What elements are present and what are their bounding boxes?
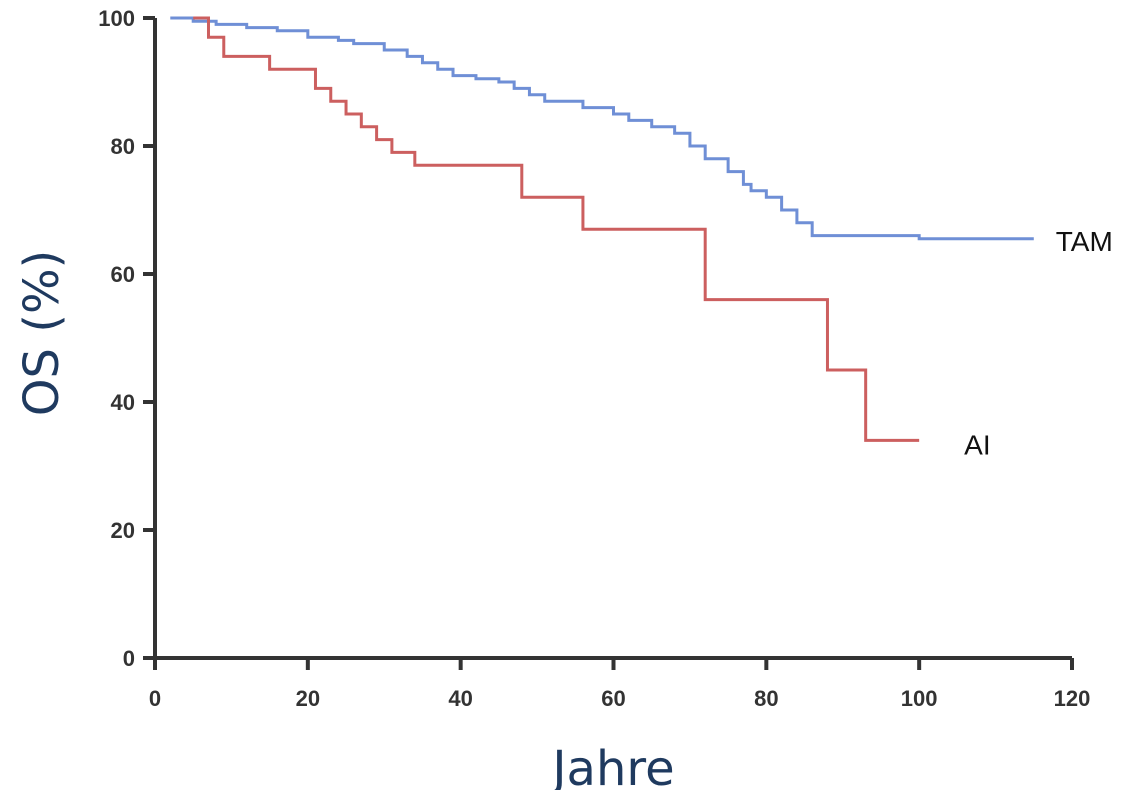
y-tick-label: 80: [111, 134, 135, 159]
y-axis-ticks: 0 20 40 60 80 100: [98, 6, 155, 671]
y-tick-label: 100: [98, 6, 135, 31]
y-tick-label: 40: [111, 390, 135, 415]
y-tick-label: 60: [111, 262, 135, 287]
series-label-ai: AI: [964, 429, 990, 460]
series-line-ai: [193, 16, 920, 442]
x-axis-title: Jahre: [549, 741, 674, 790]
x-tick-label: 120: [1054, 686, 1091, 711]
x-tick-label: 20: [296, 686, 320, 711]
y-tick-label: 0: [123, 646, 135, 671]
x-tick-label: 0: [149, 686, 161, 711]
y-axis-title: OS (%): [14, 250, 70, 417]
series-line-tam: [170, 16, 1034, 241]
x-tick-label: 100: [901, 686, 938, 711]
x-tick-label: 80: [754, 686, 778, 711]
x-axis-ticks: 0 20 40 60 80 100 120: [149, 658, 1090, 711]
y-tick-label: 20: [111, 518, 135, 543]
x-tick-label: 60: [601, 686, 625, 711]
x-tick-label: 40: [448, 686, 472, 711]
series-label-tam: TAM: [1056, 226, 1113, 257]
series-lines: TAM AI: [170, 16, 1113, 460]
